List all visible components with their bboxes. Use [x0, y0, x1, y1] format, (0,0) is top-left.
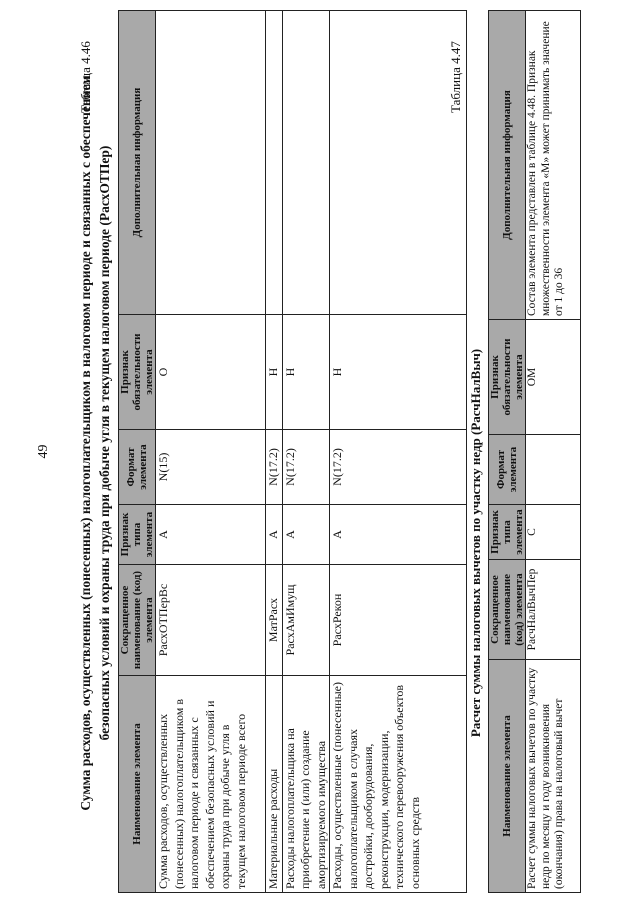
- table-row: Расходы налогоплательщика на приобретени…: [282, 10, 330, 893]
- table-cell: Расходы, осуществленные (понесенные) нал…: [329, 675, 467, 893]
- table-cell: Расчет суммы налоговых вычетов по участк…: [525, 659, 581, 893]
- table-cell: Расходы налогоплательщика на приобретени…: [282, 675, 330, 893]
- table-cell: [329, 10, 467, 315]
- table-row: Расходы, осуществленные (понесенные) нал…: [329, 10, 467, 893]
- column-header: Формат элемента: [488, 434, 526, 505]
- column-header: Наименование элемента: [488, 659, 526, 893]
- table-row: Расчет суммы налоговых вычетов по участк…: [525, 10, 581, 893]
- table-cell: МатРасх: [265, 564, 282, 676]
- column-header: Сокращенное наименование (код) элемента: [118, 564, 156, 676]
- table-label: Таблица 4.47: [448, 41, 463, 113]
- table-cell: N(15): [155, 429, 266, 505]
- table-cell: А: [329, 504, 467, 565]
- table-cell: С: [525, 504, 581, 560]
- table-cell: Сумма расходов, осуществленных (понесенн…: [155, 675, 266, 893]
- column-header: Дополнительная информация: [118, 10, 156, 315]
- table-cell: Н: [265, 314, 282, 430]
- header-row: Наименование элемента Сокращенное наимен…: [118, 10, 156, 893]
- table-title: Сумма расходов, осуществленных (понесенн…: [78, 75, 112, 811]
- table-cell: А: [265, 504, 282, 565]
- table-cell: А: [155, 504, 266, 565]
- page-number: 49: [36, 444, 51, 459]
- table-cell: [155, 10, 266, 315]
- table-cell: РасчНалВычПер: [525, 559, 581, 660]
- table-cell: [282, 10, 330, 315]
- table-cell: Материальные расходы: [265, 675, 282, 893]
- column-header: Признак обязательности элемента: [488, 319, 526, 435]
- column-header: Признак обязательности элемента: [118, 314, 156, 430]
- column-header: Дополнительная информация: [488, 10, 526, 320]
- table-cell: [265, 10, 282, 315]
- table-cell: Состав элемента представлен в таблице 4.…: [525, 10, 581, 320]
- table-cell: РасхОТПерВс: [155, 564, 266, 676]
- table-title: Расчет суммы налоговых вычетов по участк…: [468, 348, 483, 738]
- column-header: Сокращенное наименование (код) элемента: [488, 559, 526, 660]
- table-row: Сумма расходов, осуществленных (понесенн…: [155, 10, 266, 893]
- table-cell: РасхАмИмущ: [282, 564, 330, 676]
- table-cell: А: [282, 504, 330, 565]
- table-cell: N(17.2): [265, 429, 282, 505]
- column-header: Формат элемента: [118, 429, 156, 505]
- table-cell: Н: [282, 314, 330, 430]
- table-cell: Н: [329, 314, 467, 430]
- header-row: Наименование элемента Сокращенное наимен…: [488, 10, 526, 893]
- table-row: Материальные расходы МатРасх А N(17.2) Н: [265, 10, 282, 893]
- table-4-47: Наименование элемента Сокращенное наимен…: [488, 10, 581, 893]
- table-cell: [525, 434, 581, 505]
- table-cell: РасхРекон: [329, 564, 467, 676]
- column-header: Наименование элемента: [118, 675, 156, 893]
- table-cell: О: [155, 314, 266, 430]
- column-header: Признак типа элемента: [118, 504, 156, 565]
- table-cell: ОМ: [525, 319, 581, 435]
- table-cell: N(17.2): [282, 429, 330, 505]
- table-cell: N(17.2): [329, 429, 467, 505]
- column-header: Признак типа элемента: [488, 504, 526, 560]
- table-4-46: Наименование элемента Сокращенное наимен…: [118, 10, 467, 893]
